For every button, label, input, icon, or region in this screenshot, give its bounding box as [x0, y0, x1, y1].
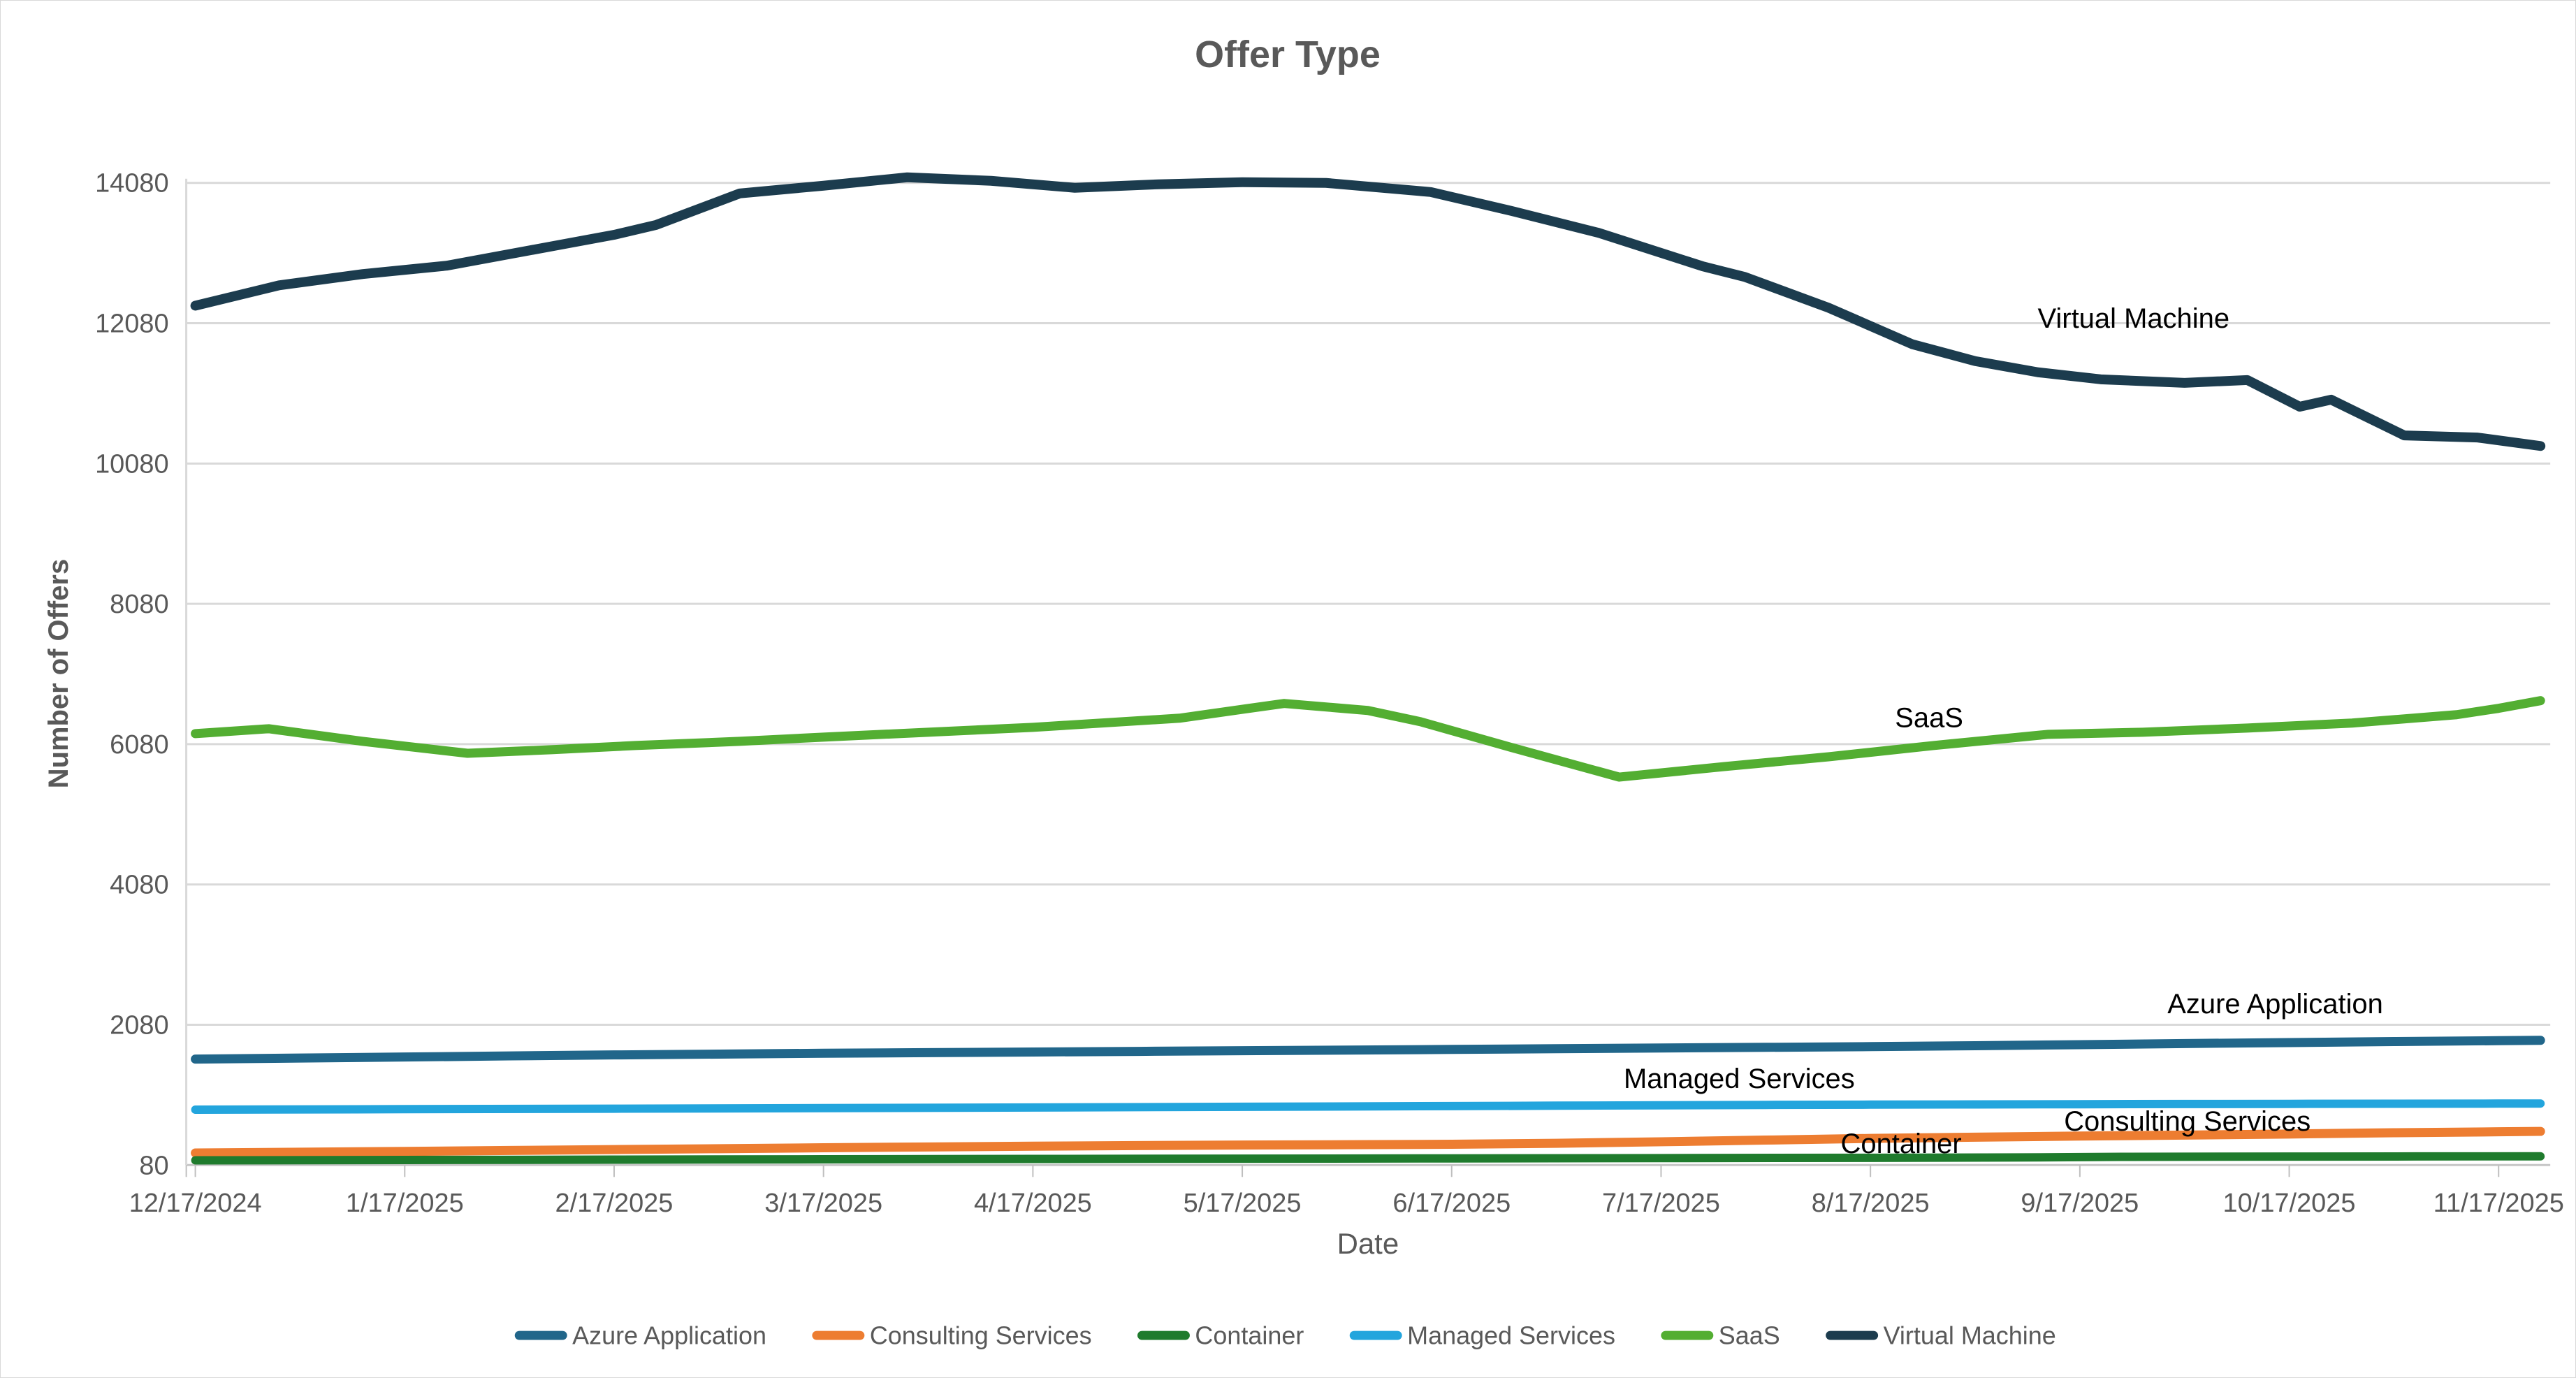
x-tick-label: 7/17/2025 — [1602, 1189, 1720, 1218]
legend-item-managed-services: Managed Services — [1349, 1321, 1615, 1350]
legend-item-saas: SaaS — [1661, 1321, 1780, 1350]
x-tick-label: 4/17/2025 — [974, 1189, 1092, 1218]
series-line-saas — [191, 696, 2545, 782]
legend-label: Virtual Machine — [1884, 1321, 2056, 1350]
x-tick-label: 9/17/2025 — [2021, 1189, 2139, 1218]
legend-item-azure-application: Azure Application — [514, 1321, 766, 1350]
legend-label: Managed Services — [1407, 1321, 1615, 1350]
y-tick-label: 12080 — [95, 310, 169, 339]
legend: Azure Application Consulting Services Cont… — [514, 1321, 2056, 1350]
legend-label: Container — [1195, 1321, 1304, 1350]
legend-label: SaaS — [1719, 1321, 1780, 1350]
series-line-virtual-machine — [190, 172, 2546, 451]
series-label-saas: SaaS — [1895, 703, 1963, 734]
series-line-container — [191, 1152, 2545, 1165]
series-label-container: Container — [1841, 1129, 1962, 1159]
y-tick-labels: 80 2080 4080 6080 8080 10080 12080 14080 — [95, 169, 169, 1181]
x-tick-label: 11/17/2025 — [2433, 1189, 2564, 1218]
x-axis-title: Date — [1337, 1227, 1399, 1260]
series-label-azure-application: Azure Application — [2167, 989, 2383, 1020]
x-tick-label: 2/17/2025 — [555, 1189, 674, 1218]
y-tick-label: 4080 — [110, 871, 168, 900]
series-line-consulting-services — [191, 1126, 2545, 1158]
y-tick-label: 6080 — [110, 730, 168, 760]
x-tick-label: 1/17/2025 — [346, 1189, 464, 1218]
legend-item-consulting-services: Consulting Services — [812, 1321, 1092, 1350]
x-tick-label: 10/17/2025 — [2223, 1189, 2356, 1218]
chart-title: Offer Type — [1195, 34, 1381, 75]
y-axis-title: Number of Offers — [43, 559, 74, 788]
axes — [185, 178, 2551, 1177]
legend-label: Azure Application — [572, 1321, 766, 1350]
y-tick-label: 8080 — [110, 590, 168, 619]
series-lines — [190, 172, 2546, 1165]
legend-label: Consulting Services — [870, 1321, 1092, 1350]
series-line-azure-application — [191, 1036, 2545, 1064]
series-line-managed-services — [191, 1099, 2545, 1114]
y-tick-label: 80 — [139, 1151, 168, 1180]
legend-item-virtual-machine: Virtual Machine — [1826, 1321, 2056, 1350]
x-tick-label: 5/17/2025 — [1184, 1189, 1302, 1218]
x-tick-label: 6/17/2025 — [1392, 1189, 1511, 1218]
y-tick-label: 10080 — [95, 449, 169, 479]
x-tick-label: 3/17/2025 — [764, 1189, 882, 1218]
legend-item-container: Container — [1137, 1321, 1304, 1350]
x-tick-label: 12/17/2024 — [129, 1189, 262, 1218]
x-tick-label: 8/17/2025 — [1812, 1189, 1930, 1218]
series-label-consulting-services: Consulting Services — [2064, 1106, 2311, 1137]
y-tick-label: 14080 — [95, 169, 169, 198]
x-tick-labels: 12/17/2024 1/17/2025 2/17/2025 3/17/2025 4/1… — [129, 1189, 2564, 1218]
series-label-managed-services: Managed Services — [1624, 1064, 1855, 1094]
series-label-virtual-machine: Virtual Machine — [2038, 303, 2230, 334]
series-annotations: Azure Application Consulting Services Cont… — [1624, 303, 2383, 1159]
y-tick-label: 2080 — [110, 1010, 168, 1040]
